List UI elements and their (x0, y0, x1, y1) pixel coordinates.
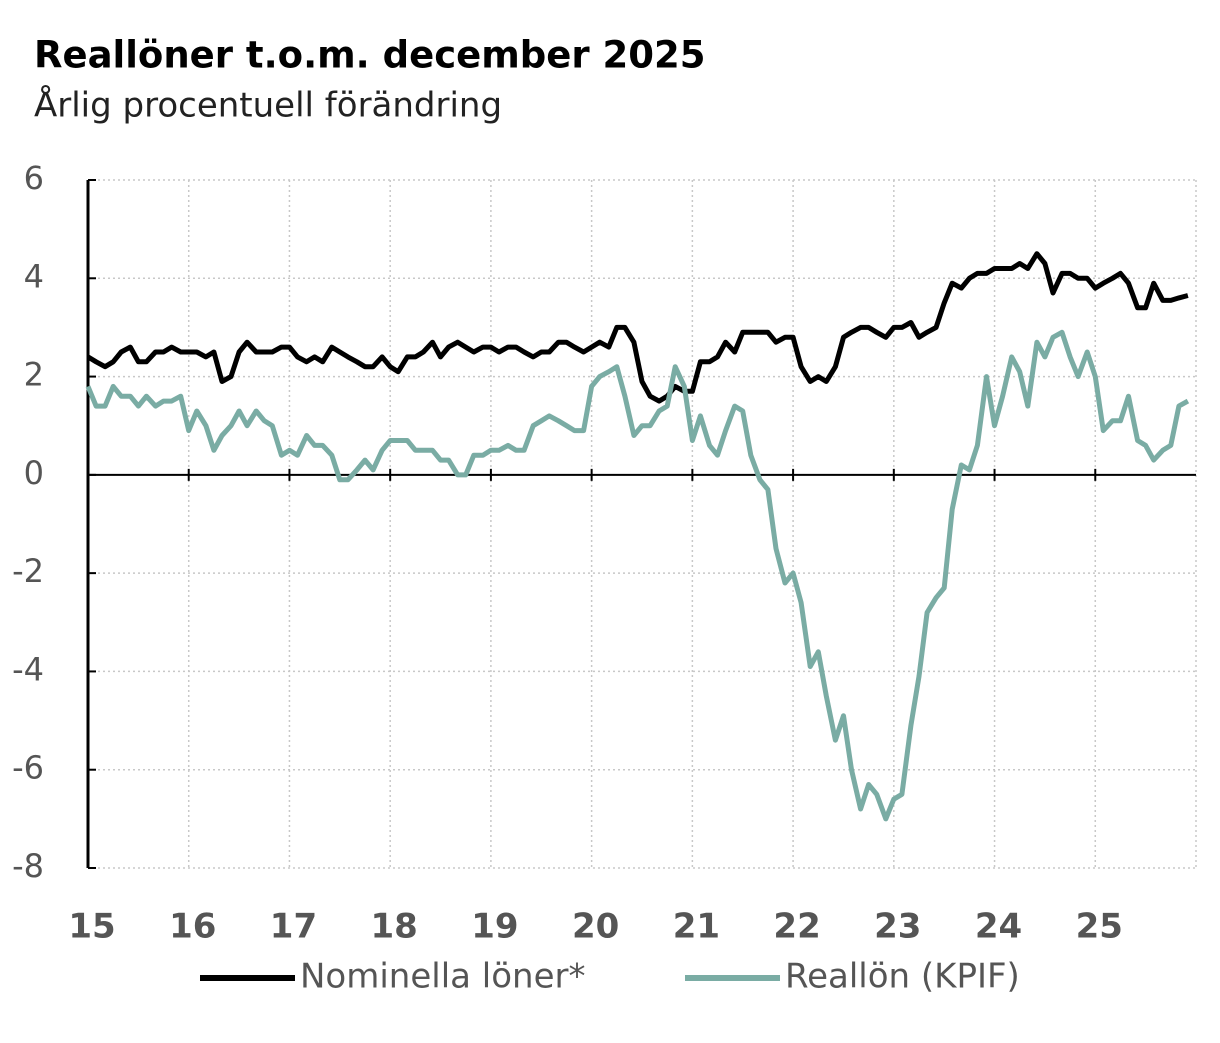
x-tick-label: 15 (68, 907, 115, 947)
x-tick-label: 16 (169, 907, 216, 947)
legend-label: Reallön (KPIF) (785, 957, 1020, 997)
y-tick-label: 4 (24, 257, 44, 295)
x-tick-label: 17 (270, 907, 317, 947)
x-tick-label: 19 (471, 907, 518, 947)
y-tick-label: -2 (12, 552, 44, 590)
y-tick-label: -8 (12, 847, 44, 885)
x-tick-label: 22 (773, 907, 820, 947)
x-tick-label: 24 (975, 907, 1022, 947)
chart-subtitle: Årlig procentuell förändring (34, 85, 502, 126)
x-tick-label: 25 (1076, 907, 1123, 947)
chart-title: Reallöner t.o.m. december 2025 (34, 34, 705, 77)
legend-label: Nominella löner* (300, 957, 586, 997)
series-line (85, 329, 1190, 822)
y-tick-label: 2 (24, 356, 44, 394)
y-tick-label: -6 (12, 749, 44, 787)
x-tick-label: 20 (572, 907, 619, 947)
x-tick-label: 21 (673, 907, 720, 947)
series-line (86, 251, 1189, 404)
y-tick-label: -4 (12, 650, 44, 688)
y-tick-label: 0 (24, 454, 44, 492)
x-tick-label: 18 (371, 907, 418, 947)
y-tick-label: 6 (24, 159, 44, 197)
x-tick-label: 23 (874, 907, 921, 947)
